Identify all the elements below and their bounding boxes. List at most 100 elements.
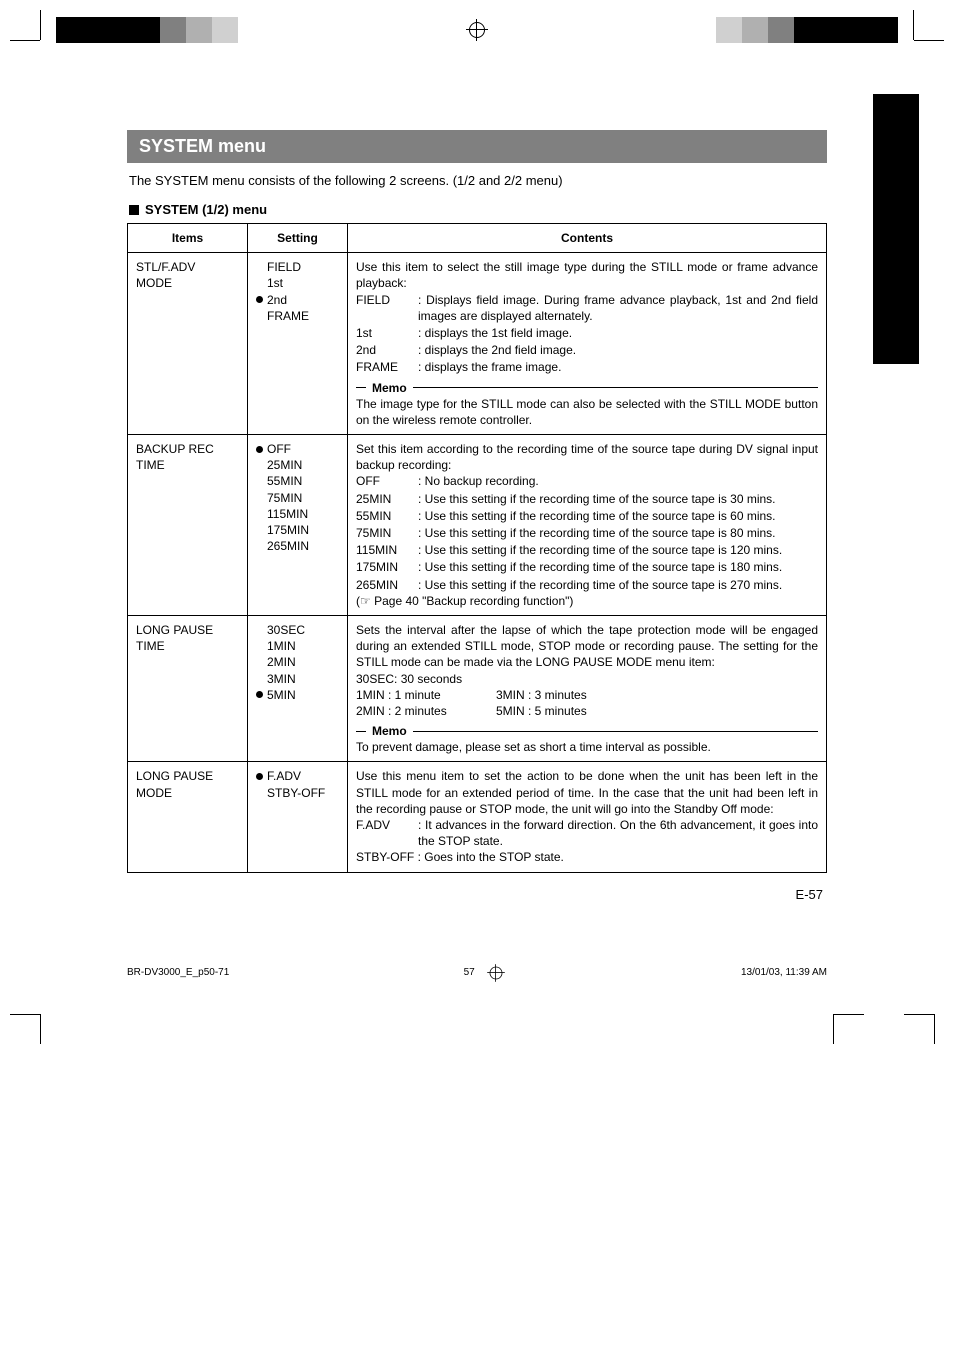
setting-option-label: 75MIN: [267, 490, 302, 506]
time-grid: 1MIN : 1 minute3MIN : 3 minutes2MIN : 2 …: [356, 687, 818, 719]
def-key: 265MIN: [356, 577, 414, 593]
contents-cell: Use this menu item to set the action to …: [348, 762, 827, 872]
setting-option-label: 3MIN: [267, 671, 296, 687]
def-value: : Use this setting if the recording time…: [418, 542, 818, 558]
def-value: : Use this setting if the recording time…: [418, 525, 818, 541]
subsection-heading-text: SYSTEM (1/2) menu: [145, 202, 267, 217]
default-marker-icon: [256, 446, 263, 453]
square-bullet-icon: [129, 205, 139, 215]
color-swatch: [768, 17, 794, 43]
setting-option: 175MIN: [256, 522, 339, 538]
item-name-line1: LONG PAUSE: [136, 622, 239, 638]
setting-option-label: 2MIN: [267, 654, 296, 670]
crop-mark-top-left: [10, 10, 50, 50]
setting-option-label: 2nd: [267, 292, 287, 308]
memo-header: Memo: [356, 380, 818, 396]
page-number: E-57: [127, 887, 823, 902]
setting-option-label: FIELD: [267, 259, 301, 275]
definition-list: OFF: No backup recording.25MIN: Use this…: [356, 473, 818, 592]
color-swatch: [820, 17, 846, 43]
color-bar-right: [716, 17, 898, 43]
setting-cell: 30SEC1MIN2MIN3MIN5MIN: [248, 615, 348, 762]
setting-option-label: 115MIN: [267, 506, 308, 522]
setting-option: F.ADV: [256, 768, 339, 784]
def-key: F.ADV: [356, 817, 414, 849]
setting-option: STBY-OFF: [256, 785, 339, 801]
footer-page: 57: [464, 967, 475, 978]
item-cell: STL/F.ADVMODE: [128, 253, 248, 435]
crop-mark-bottom-left: [10, 1004, 50, 1044]
setting-option: FRAME: [256, 308, 339, 324]
registration-target-bottom: [487, 964, 505, 982]
setting-cell: OFF25MIN55MIN75MIN115MIN175MIN265MIN: [248, 435, 348, 616]
def-key: FIELD: [356, 292, 414, 324]
contents-lead: Sets the interval after the lapse of whi…: [356, 622, 818, 671]
def-key: OFF: [356, 473, 414, 489]
contents-lead: Set this item according to the recording…: [356, 441, 818, 473]
time-entry: 1MIN : 1 minute: [356, 687, 476, 703]
item-cell: LONG PAUSEMODE: [128, 762, 248, 872]
setting-option: 75MIN: [256, 490, 339, 506]
footer-filename: BR-DV3000_E_p50-71: [127, 967, 229, 978]
setting-option-label: 25MIN: [267, 457, 302, 473]
contents-lead: Use this menu item to set the action to …: [356, 768, 818, 817]
subsection-heading: SYSTEM (1/2) menu: [129, 202, 827, 217]
def-value: : displays the 1st field image.: [418, 325, 818, 341]
contents-trailer: STBY-OFF : Goes into the STOP state.: [356, 849, 818, 865]
setting-option: 1MIN: [256, 638, 339, 654]
color-swatch: [716, 17, 742, 43]
table-row: STL/F.ADVMODEFIELD1st2ndFRAMEUse this it…: [128, 253, 827, 435]
memo-label: Memo: [372, 723, 407, 739]
color-swatch: [742, 17, 768, 43]
default-marker-icon: [256, 691, 263, 698]
page-content: SYSTEM menu The SYSTEM menu consists of …: [127, 130, 827, 902]
setting-cell: F.ADVSTBY-OFF: [248, 762, 348, 872]
header-setting: Setting: [248, 224, 348, 253]
def-value: : Use this setting if the recording time…: [418, 491, 818, 507]
setting-option-label: FRAME: [267, 308, 309, 324]
setting-option-label: 5MIN: [267, 687, 296, 703]
setting-option: 25MIN: [256, 457, 339, 473]
memo-label: Memo: [372, 380, 407, 396]
setting-option-label: 1MIN: [267, 638, 296, 654]
def-key: 55MIN: [356, 508, 414, 524]
color-swatch: [794, 17, 820, 43]
item-name-line2: TIME: [136, 638, 239, 654]
registration-target-top: [466, 19, 488, 41]
setting-option: 30SEC: [256, 622, 339, 638]
color-swatch: [108, 17, 134, 43]
def-value: : displays the frame image.: [418, 359, 818, 375]
top-registration-row: [0, 0, 954, 60]
setting-option: 2nd: [256, 292, 339, 308]
def-value: : It advances in the forward direction. …: [418, 817, 818, 849]
default-marker-icon: [256, 773, 263, 780]
setting-option-label: F.ADV: [267, 768, 301, 784]
contents-cell: Sets the interval after the lapse of whi…: [348, 615, 827, 762]
setting-option: OFF: [256, 441, 339, 457]
setting-cell: FIELD1st2ndFRAME: [248, 253, 348, 435]
table-row: LONG PAUSEMODEF.ADVSTBY-OFFUse this menu…: [128, 762, 827, 872]
color-swatch: [56, 17, 82, 43]
footer-timestamp: 13/01/03, 11:39 AM: [741, 967, 827, 978]
header-items: Items: [128, 224, 248, 253]
definition-list: F.ADV: It advances in the forward direct…: [356, 817, 818, 849]
setting-option-label: 30SEC: [267, 622, 305, 638]
color-bar-left: [56, 17, 238, 43]
color-swatch: [134, 17, 160, 43]
color-swatch: [82, 17, 108, 43]
contents-trailer: (☞ Page 40 "Backup recording function"): [356, 593, 818, 609]
settings-table: Items Setting Contents STL/F.ADVMODEFIEL…: [127, 223, 827, 873]
color-swatch: [160, 17, 186, 43]
setting-option: 55MIN: [256, 473, 339, 489]
item-cell: BACKUP RECTIME: [128, 435, 248, 616]
memo-header: Memo: [356, 723, 818, 739]
setting-option-label: 55MIN: [267, 473, 302, 489]
color-swatch: [872, 17, 898, 43]
color-swatch: [186, 17, 212, 43]
def-value: : No backup recording.: [418, 473, 818, 489]
item-name-line2: TIME: [136, 457, 239, 473]
setting-option-label: 1st: [267, 275, 283, 291]
print-footer: BR-DV3000_E_p50-71 57 13/01/03, 11:39 AM: [127, 962, 827, 984]
def-key: FRAME: [356, 359, 414, 375]
table-header-row: Items Setting Contents: [128, 224, 827, 253]
